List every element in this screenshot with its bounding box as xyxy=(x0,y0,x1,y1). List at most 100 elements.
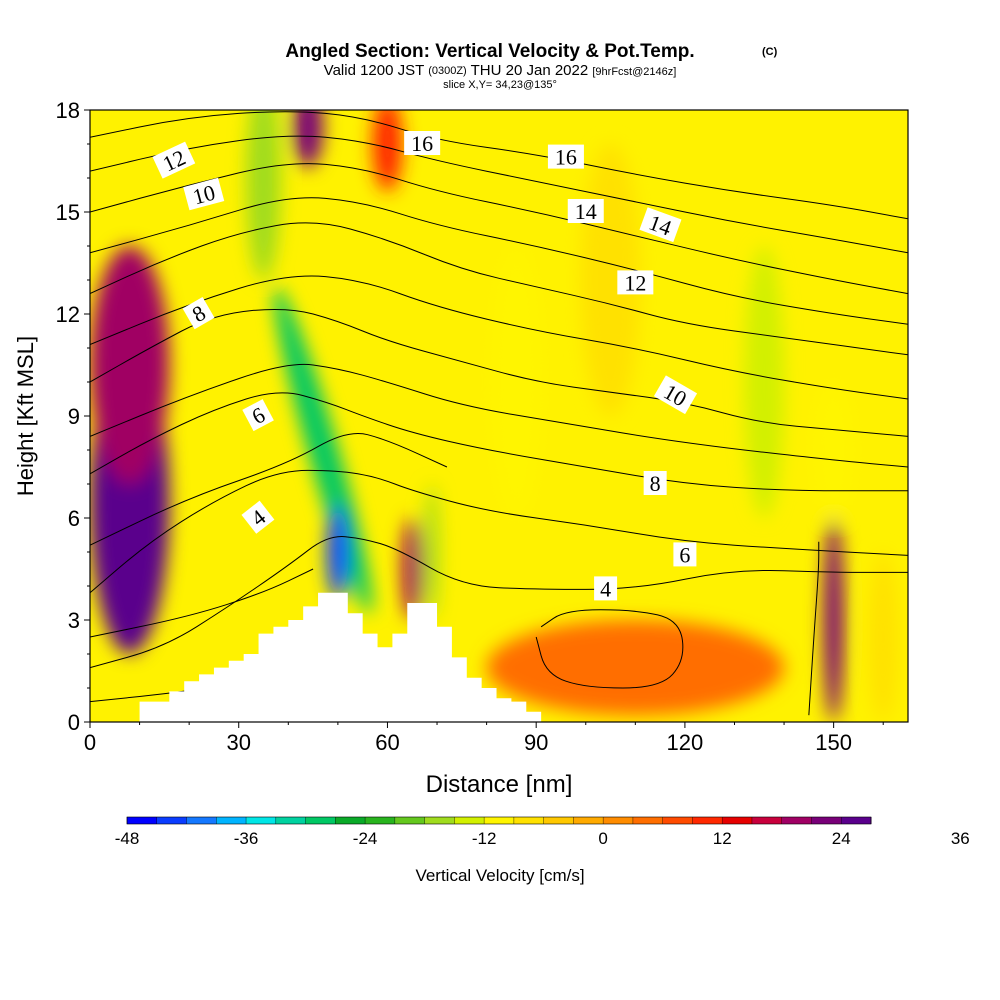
y-tick-label-15: 15 xyxy=(56,200,80,225)
theta-contour-minor-6 xyxy=(90,135,908,254)
colorbar-swatch-10 xyxy=(424,817,455,824)
colorbar-swatch-9 xyxy=(394,817,426,824)
velocity-feature-12 xyxy=(813,382,854,518)
colorbar-swatch-16 xyxy=(603,817,634,824)
colorbar-swatch-8 xyxy=(365,817,396,824)
contour-label-8-1: 8 xyxy=(182,296,215,330)
colorbar-swatch-7 xyxy=(335,817,366,824)
theta-contour-minor-3 xyxy=(90,363,908,468)
x-axis: 0 30 60 90 120 150 xyxy=(84,722,884,755)
x-tick-label-30: 30 xyxy=(226,730,250,755)
colorbar-tick--24: -24 xyxy=(353,829,378,848)
colorbar-swatch-20 xyxy=(722,817,753,824)
theta-contour-16 xyxy=(90,111,908,220)
velocity-feature-7 xyxy=(402,518,423,620)
slice-info: slice X,Y= 34,23@135° xyxy=(443,79,557,91)
y-tick-label-12: 12 xyxy=(56,302,80,327)
colorbar-swatch-18 xyxy=(662,817,693,824)
colorbar-swatch-2 xyxy=(186,817,217,824)
valid-time-line: Valid 1200 JST (0300Z) THU 20 Jan 2022 [… xyxy=(324,61,677,79)
valid-time-label: Valid 1200 JST xyxy=(324,62,424,79)
x-tick-label-90: 90 xyxy=(524,730,548,755)
y-tick-label-0: 0 xyxy=(68,710,80,735)
potential-temperature-contours xyxy=(90,111,908,716)
forecast-info: [9hrFcst@2146z] xyxy=(592,66,676,78)
svg-text:8: 8 xyxy=(650,471,661,496)
colorbar-swatch-23 xyxy=(811,817,842,824)
x-tick-label-60: 60 xyxy=(375,730,399,755)
svg-text:6: 6 xyxy=(679,542,690,567)
y-tick-label-18: 18 xyxy=(56,98,80,123)
theta-contour-minor-5 xyxy=(90,197,908,325)
colorbar-tick--12: -12 xyxy=(472,829,497,848)
colorbar-swatch-21 xyxy=(751,817,783,824)
contour-label-16-1: 16 xyxy=(404,131,441,156)
theta-contour-minor-8 xyxy=(808,541,820,716)
colorbar-tick-0: 0 xyxy=(598,829,607,848)
velocity-feature-15 xyxy=(486,620,785,716)
vertical-velocity-field xyxy=(90,110,899,722)
contour-label-10-1: 10 xyxy=(183,177,225,211)
colorbar-swatch-19 xyxy=(692,817,723,824)
colorbar-tick-12: 12 xyxy=(713,829,732,848)
y-tick-label-3: 3 xyxy=(68,608,80,633)
valid-time-zulu: (0300Z) xyxy=(428,65,467,77)
colorbar-swatch-3 xyxy=(216,817,247,824)
velocity-feature-2 xyxy=(293,110,324,168)
velocity-feature-14 xyxy=(868,552,899,722)
theta-contour-minor-1 xyxy=(90,568,314,638)
theta-contour-12 xyxy=(90,222,908,356)
velocity-feature-4 xyxy=(246,110,281,280)
colorbar-swatch-22 xyxy=(781,817,812,824)
contour-label-14-1: 14 xyxy=(567,199,604,224)
colorbar-label: Vertical Velocity [cm/s] xyxy=(415,866,584,885)
theta-contour-14 xyxy=(90,163,908,295)
x-tick-label-150: 150 xyxy=(815,730,852,755)
colorbar-swatch-12 xyxy=(484,817,515,824)
velocity-feature-3 xyxy=(372,110,403,192)
contour-label-4-2: 4 xyxy=(594,576,618,601)
colorbar-swatch-24 xyxy=(841,817,872,824)
theta-contour-4 xyxy=(90,536,908,669)
colorbar-swatch-1 xyxy=(156,817,188,824)
y-tick-label-6: 6 xyxy=(68,506,80,531)
colorbar-tick-36: 36 xyxy=(951,829,970,848)
colorbar-swatch-17 xyxy=(632,817,664,824)
theta-contour-8 xyxy=(90,392,908,492)
velocity-feature-6 xyxy=(326,504,349,600)
terrain-mask xyxy=(139,592,542,722)
velocity-feature-11 xyxy=(744,246,785,518)
velocity-feature-13 xyxy=(823,518,844,722)
colorbar-swatch-4 xyxy=(246,817,277,824)
y-tick-label-9: 9 xyxy=(68,404,80,429)
colorbar-tick-24: 24 xyxy=(832,829,851,848)
colorbar-swatch-13 xyxy=(513,817,545,824)
contour-label-16-2: 16 xyxy=(547,144,584,170)
colorbar-tick--36: -36 xyxy=(234,829,259,848)
chart-title-copyright: (C) xyxy=(762,46,778,58)
colorbar-tick--48: -48 xyxy=(115,829,140,848)
y-axis-label: Height [Kft MSL] xyxy=(13,336,38,496)
valid-time-date: THU 20 Jan 2022 xyxy=(471,62,589,79)
svg-text:4: 4 xyxy=(600,576,611,601)
theta-contour-10 xyxy=(90,308,908,437)
y-axis: 0 3 6 9 12 15 18 xyxy=(56,98,90,735)
x-tick-label-0: 0 xyxy=(84,730,96,755)
colorbar: -48 -36 -24 -12 0 12 24 36 xyxy=(115,816,970,848)
svg-text:14: 14 xyxy=(575,199,597,224)
velocity-feature-8 xyxy=(425,484,440,620)
svg-text:16: 16 xyxy=(411,131,433,156)
theta-contour-minor-7 xyxy=(535,609,684,689)
chart-title: Angled Section: Vertical Velocity & Pot.… xyxy=(285,41,694,62)
colorbar-swatch-15 xyxy=(573,817,604,824)
colorbar-swatch-5 xyxy=(275,817,307,824)
svg-text:12: 12 xyxy=(624,270,646,295)
contour-label-14-2: 14 xyxy=(639,207,682,243)
colorbar-swatch-11 xyxy=(454,817,485,824)
x-tick-label-120: 120 xyxy=(667,730,704,755)
colorbar-swatch-14 xyxy=(543,817,574,824)
colorbar-swatch-0 xyxy=(127,817,158,824)
theta-contour-minor-4 xyxy=(90,275,908,400)
